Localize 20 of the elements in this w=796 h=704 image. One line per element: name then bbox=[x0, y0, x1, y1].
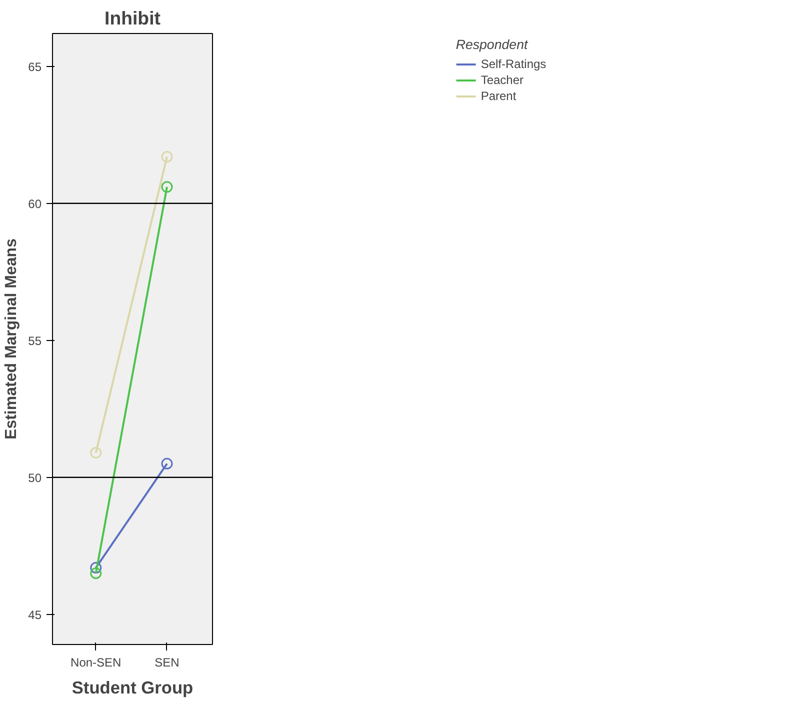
point bbox=[161, 181, 173, 193]
point bbox=[161, 151, 173, 163]
legend-label: Self-Ratings bbox=[480, 57, 546, 71]
y-tick-label: 55 bbox=[28, 334, 42, 348]
y-tick-label: 65 bbox=[28, 60, 42, 74]
x-tick-label: SEN bbox=[154, 656, 180, 670]
y-tick-label: 60 bbox=[28, 196, 42, 211]
y-axis-title: Estimated Marginal Means bbox=[3, 238, 20, 440]
legend-label: Parent bbox=[480, 89, 516, 103]
x-tick-label: Non-SEN bbox=[70, 656, 122, 670]
legend-title: Respondent bbox=[456, 37, 530, 52]
point bbox=[90, 568, 102, 579]
y-tick-label: 50 bbox=[28, 470, 42, 485]
point bbox=[90, 562, 102, 574]
legend-label: Teacher bbox=[480, 73, 524, 87]
x-axis-title: Student Group bbox=[72, 678, 194, 698]
point bbox=[161, 458, 173, 470]
chart-title: Inhibit bbox=[104, 8, 160, 28]
y-tick-label: 45 bbox=[28, 608, 42, 622]
point bbox=[90, 446, 102, 458]
